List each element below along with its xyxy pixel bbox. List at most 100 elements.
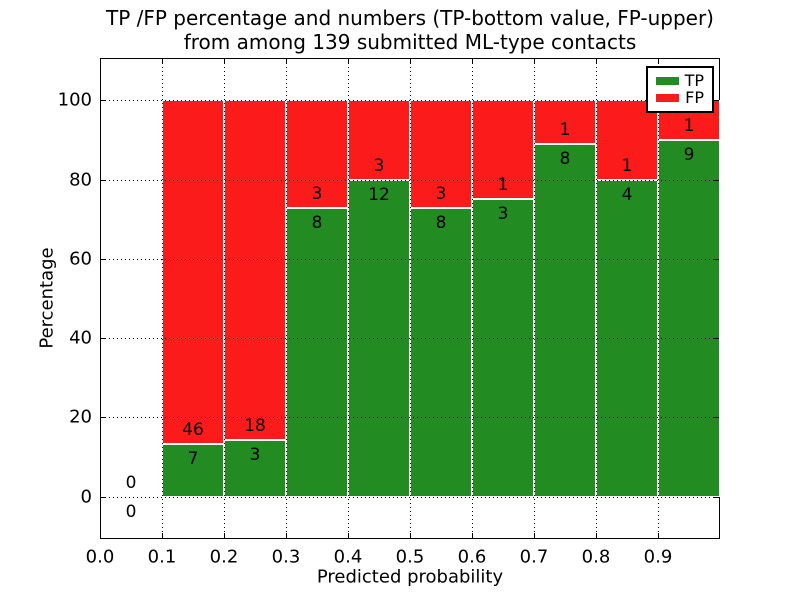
x-axis-title: Predicted probability <box>316 566 504 588</box>
x-tick-mark <box>410 533 411 538</box>
tp-count-label: 7 <box>187 449 199 470</box>
x-tick-mark-top <box>658 59 659 64</box>
tp-bar <box>410 208 472 497</box>
tp-bar <box>472 199 534 497</box>
fp-count-label: 3 <box>373 155 385 176</box>
x-tick-mark <box>658 533 659 538</box>
x-tick-mark <box>472 533 473 538</box>
tp-count-label: 4 <box>621 184 633 205</box>
fp-bar <box>162 100 224 445</box>
tp-bar <box>534 144 596 497</box>
fp-bar <box>596 100 658 180</box>
tp-bar <box>162 444 224 497</box>
x-tick-mark-top <box>162 59 163 64</box>
x-tick-mark <box>162 533 163 538</box>
x-gridline <box>162 59 163 538</box>
chart-title-line1: TP /FP percentage and numbers (TP-bottom… <box>106 6 714 30</box>
chart-title: TP /FP percentage and numbers (TP-bottom… <box>100 6 720 54</box>
x-tick-label: 0.6 <box>457 546 487 568</box>
x-tick-mark-top <box>224 59 225 64</box>
x-tick-label: 0.7 <box>519 546 549 568</box>
y-tick-label: 40 <box>69 327 92 349</box>
x-gridline <box>410 59 411 538</box>
fp-legend-label: FP <box>685 88 704 108</box>
x-tick-label: 0.2 <box>209 546 239 568</box>
x-gridline <box>286 59 287 538</box>
x-tick-mark-top <box>100 59 101 64</box>
y-tick-mark <box>101 417 106 419</box>
tp-count-label: 12 <box>368 184 390 205</box>
x-tick-mark <box>534 533 535 538</box>
x-gridline <box>534 59 535 538</box>
x-gridline <box>224 59 225 538</box>
tp-count-label: 8 <box>435 213 447 234</box>
x-tick-label: 0.4 <box>333 546 363 568</box>
y-tick-mark-right <box>714 258 719 260</box>
fp-count-label: 3 <box>311 184 323 205</box>
y-tick-mark <box>101 258 106 260</box>
y-tick-mark-right <box>714 496 719 498</box>
tp-count-label: 8 <box>559 149 571 170</box>
fp-bar <box>224 100 286 440</box>
x-tick-mark-top <box>286 59 287 64</box>
y-tick-mark-right <box>714 417 719 419</box>
x-gridline <box>596 59 597 538</box>
x-tick-mark <box>224 533 225 538</box>
y-tick-mark-right <box>714 338 719 340</box>
fp-count-label: 18 <box>244 415 266 436</box>
x-tick-mark-top <box>596 59 597 64</box>
tp-bar <box>286 208 348 497</box>
fp-count-label: 1 <box>683 116 695 137</box>
tp-count-label: 0 <box>125 501 137 522</box>
y-tick-mark-right <box>714 100 719 102</box>
x-tick-mark-top <box>472 59 473 64</box>
chart-title-line2: from among 139 submitted ML-type contact… <box>183 30 637 54</box>
tp-bar <box>596 179 658 497</box>
x-tick-mark <box>348 533 349 538</box>
x-tick-mark-top <box>534 59 535 64</box>
tp-bar <box>658 140 720 497</box>
fp-count-label: 3 <box>435 184 447 205</box>
x-tick-mark-top <box>348 59 349 64</box>
x-tick-mark <box>596 533 597 538</box>
x-tick-label: 0.1 <box>147 546 177 568</box>
x-tick-label: 0.8 <box>581 546 611 568</box>
x-gridline <box>658 59 659 538</box>
tp-count-label: 3 <box>249 444 261 465</box>
tp-count-label: 3 <box>497 204 509 225</box>
tp-count-label: 9 <box>683 145 695 166</box>
y-tick-label: 20 <box>69 406 92 428</box>
x-tick-label: 0.9 <box>643 546 673 568</box>
y-tick-label: 80 <box>69 169 92 191</box>
y-tick-label: 0 <box>80 486 92 508</box>
fp-count-label: 0 <box>125 472 137 493</box>
y-tick-label: 100 <box>57 89 92 111</box>
x-gridline <box>472 59 473 538</box>
y-tick-mark <box>101 496 106 498</box>
y-tick-mark <box>101 100 106 102</box>
y-tick-label: 60 <box>69 248 92 270</box>
legend: TP FP <box>646 66 714 113</box>
y-tick-mark-right <box>714 179 719 181</box>
x-gridline <box>100 59 101 538</box>
legend-entry-fp: FP <box>656 90 704 106</box>
fp-legend-swatch <box>656 94 679 103</box>
tp-legend-swatch <box>656 76 679 85</box>
fp-count-label: 1 <box>621 155 633 176</box>
x-tick-mark-top <box>410 59 411 64</box>
fp-bar <box>286 100 348 209</box>
tp-legend-label: TP <box>684 70 704 90</box>
y-tick-mark <box>101 338 106 340</box>
x-tick-label: 0.0 <box>85 546 115 568</box>
fp-count-label: 1 <box>497 175 509 196</box>
legend-entry-tp: TP <box>656 70 704 90</box>
fp-count-label: 1 <box>559 120 571 141</box>
x-tick-mark <box>100 533 101 538</box>
x-tick-label: 0.5 <box>395 546 425 568</box>
tp-count-label: 8 <box>311 213 323 234</box>
x-gridline <box>348 59 349 538</box>
y-tick-mark <box>101 179 106 181</box>
fp-count-label: 46 <box>182 420 204 441</box>
x-tick-mark <box>286 533 287 538</box>
